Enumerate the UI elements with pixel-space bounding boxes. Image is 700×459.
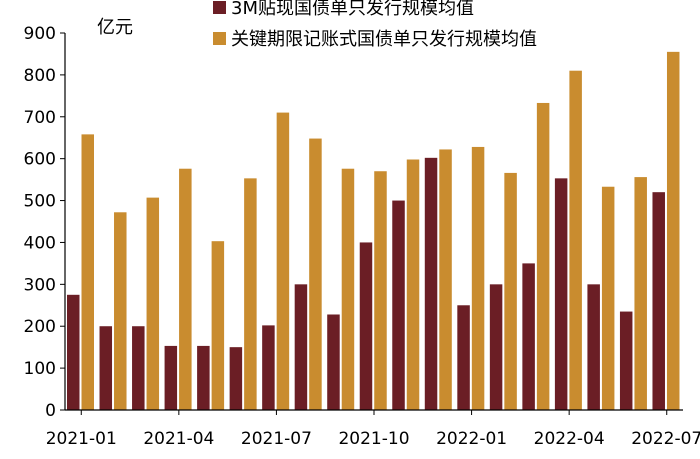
y-tick-label: 800	[24, 66, 56, 86]
bar-series-1-2021-07	[262, 325, 275, 410]
y-tick-label: 500	[24, 192, 56, 212]
bar-series-2-2022-05	[601, 186, 615, 410]
bar-series-2-2021-01	[81, 134, 94, 411]
bar-series-2-2021-04	[179, 168, 192, 410]
y-tick-label: 0	[45, 401, 56, 421]
bar-series-1-2021-03	[132, 326, 145, 410]
y-tick-label: 200	[24, 317, 56, 337]
bar-series-1-2022-02	[489, 284, 503, 410]
bar-series-1-2021-02	[99, 326, 113, 410]
y-tick-label: 700	[24, 108, 56, 128]
y-tick-label: 600	[24, 150, 56, 170]
bar-series-2-2021-11	[406, 159, 420, 410]
legend-label-series-2: 关键期限记账式国债单只发行规模均值	[231, 29, 537, 50]
x-tick-label: 2022-07	[631, 429, 700, 449]
bar-series-1-2022-07	[652, 192, 665, 410]
x-tick-label: 2021-07	[241, 429, 312, 449]
bar-series-2-2021-08	[309, 138, 322, 410]
y-tick-label: 300	[24, 275, 56, 295]
bar-series-2-2022-02	[504, 172, 517, 410]
bar-series-2-2021-12	[439, 149, 452, 410]
x-tick-label: 2021-01	[46, 429, 117, 449]
y-axis-unit-label: 亿元	[97, 17, 133, 38]
bar-series-2-2021-10	[374, 171, 387, 410]
y-tick-label: 900	[24, 24, 56, 44]
x-tick-label: 2021-04	[143, 429, 214, 449]
x-tick-label: 2022-04	[534, 429, 605, 449]
bar-series-1-2021-08	[294, 284, 308, 410]
bar-series-2-2021-06	[244, 178, 257, 410]
bar-series-1-2021-06	[229, 347, 243, 410]
bar-series-2-2021-03	[146, 197, 160, 410]
x-tick-label: 2021-10	[338, 429, 409, 449]
bar-series-1-2021-09	[327, 314, 340, 410]
legend-label-series-1: 3M贴现国债单只发行规模均值	[231, 0, 474, 19]
bar-series-2-2021-09	[341, 168, 355, 410]
bar-series-2-2022-04	[569, 70, 582, 410]
bar-series-1-2022-03	[522, 263, 535, 410]
bar-series-2-2022-07	[666, 51, 680, 410]
axes-group: 0 100 200 300 400 500 600 700 800 900 2021-01 2021-…	[24, 24, 700, 449]
bar-series-1-2021-10	[359, 242, 373, 410]
bar-series-2-2021-02	[114, 212, 127, 410]
bar-series-2-2022-06	[634, 177, 647, 410]
bar-series-1-2021-01	[67, 294, 80, 410]
bar-series-1-2022-05	[587, 284, 600, 410]
bars-group	[67, 51, 680, 411]
legend-swatch-series-1	[213, 1, 226, 14]
legend-swatch-series-2	[213, 32, 226, 45]
bar-series-2-2021-05	[211, 241, 225, 410]
bar-series-1-2021-04	[164, 345, 178, 410]
y-tick-label: 100	[24, 359, 56, 379]
bar-series-1-2021-11	[392, 200, 405, 410]
bar-series-1-2021-12	[424, 157, 438, 410]
bar-series-2-2022-03	[536, 102, 550, 411]
x-tick-label: 2022-01	[436, 429, 507, 449]
bar-series-1-2022-04	[554, 178, 568, 410]
bar-series-1-2022-01	[457, 305, 470, 410]
bar-series-2-2021-07	[276, 112, 290, 410]
bar-series-1-2022-06	[619, 311, 633, 410]
bar-series-1-2021-05	[197, 345, 210, 410]
bar-series-2-2022-01	[471, 146, 485, 410]
y-tick-label: 400	[24, 233, 56, 253]
